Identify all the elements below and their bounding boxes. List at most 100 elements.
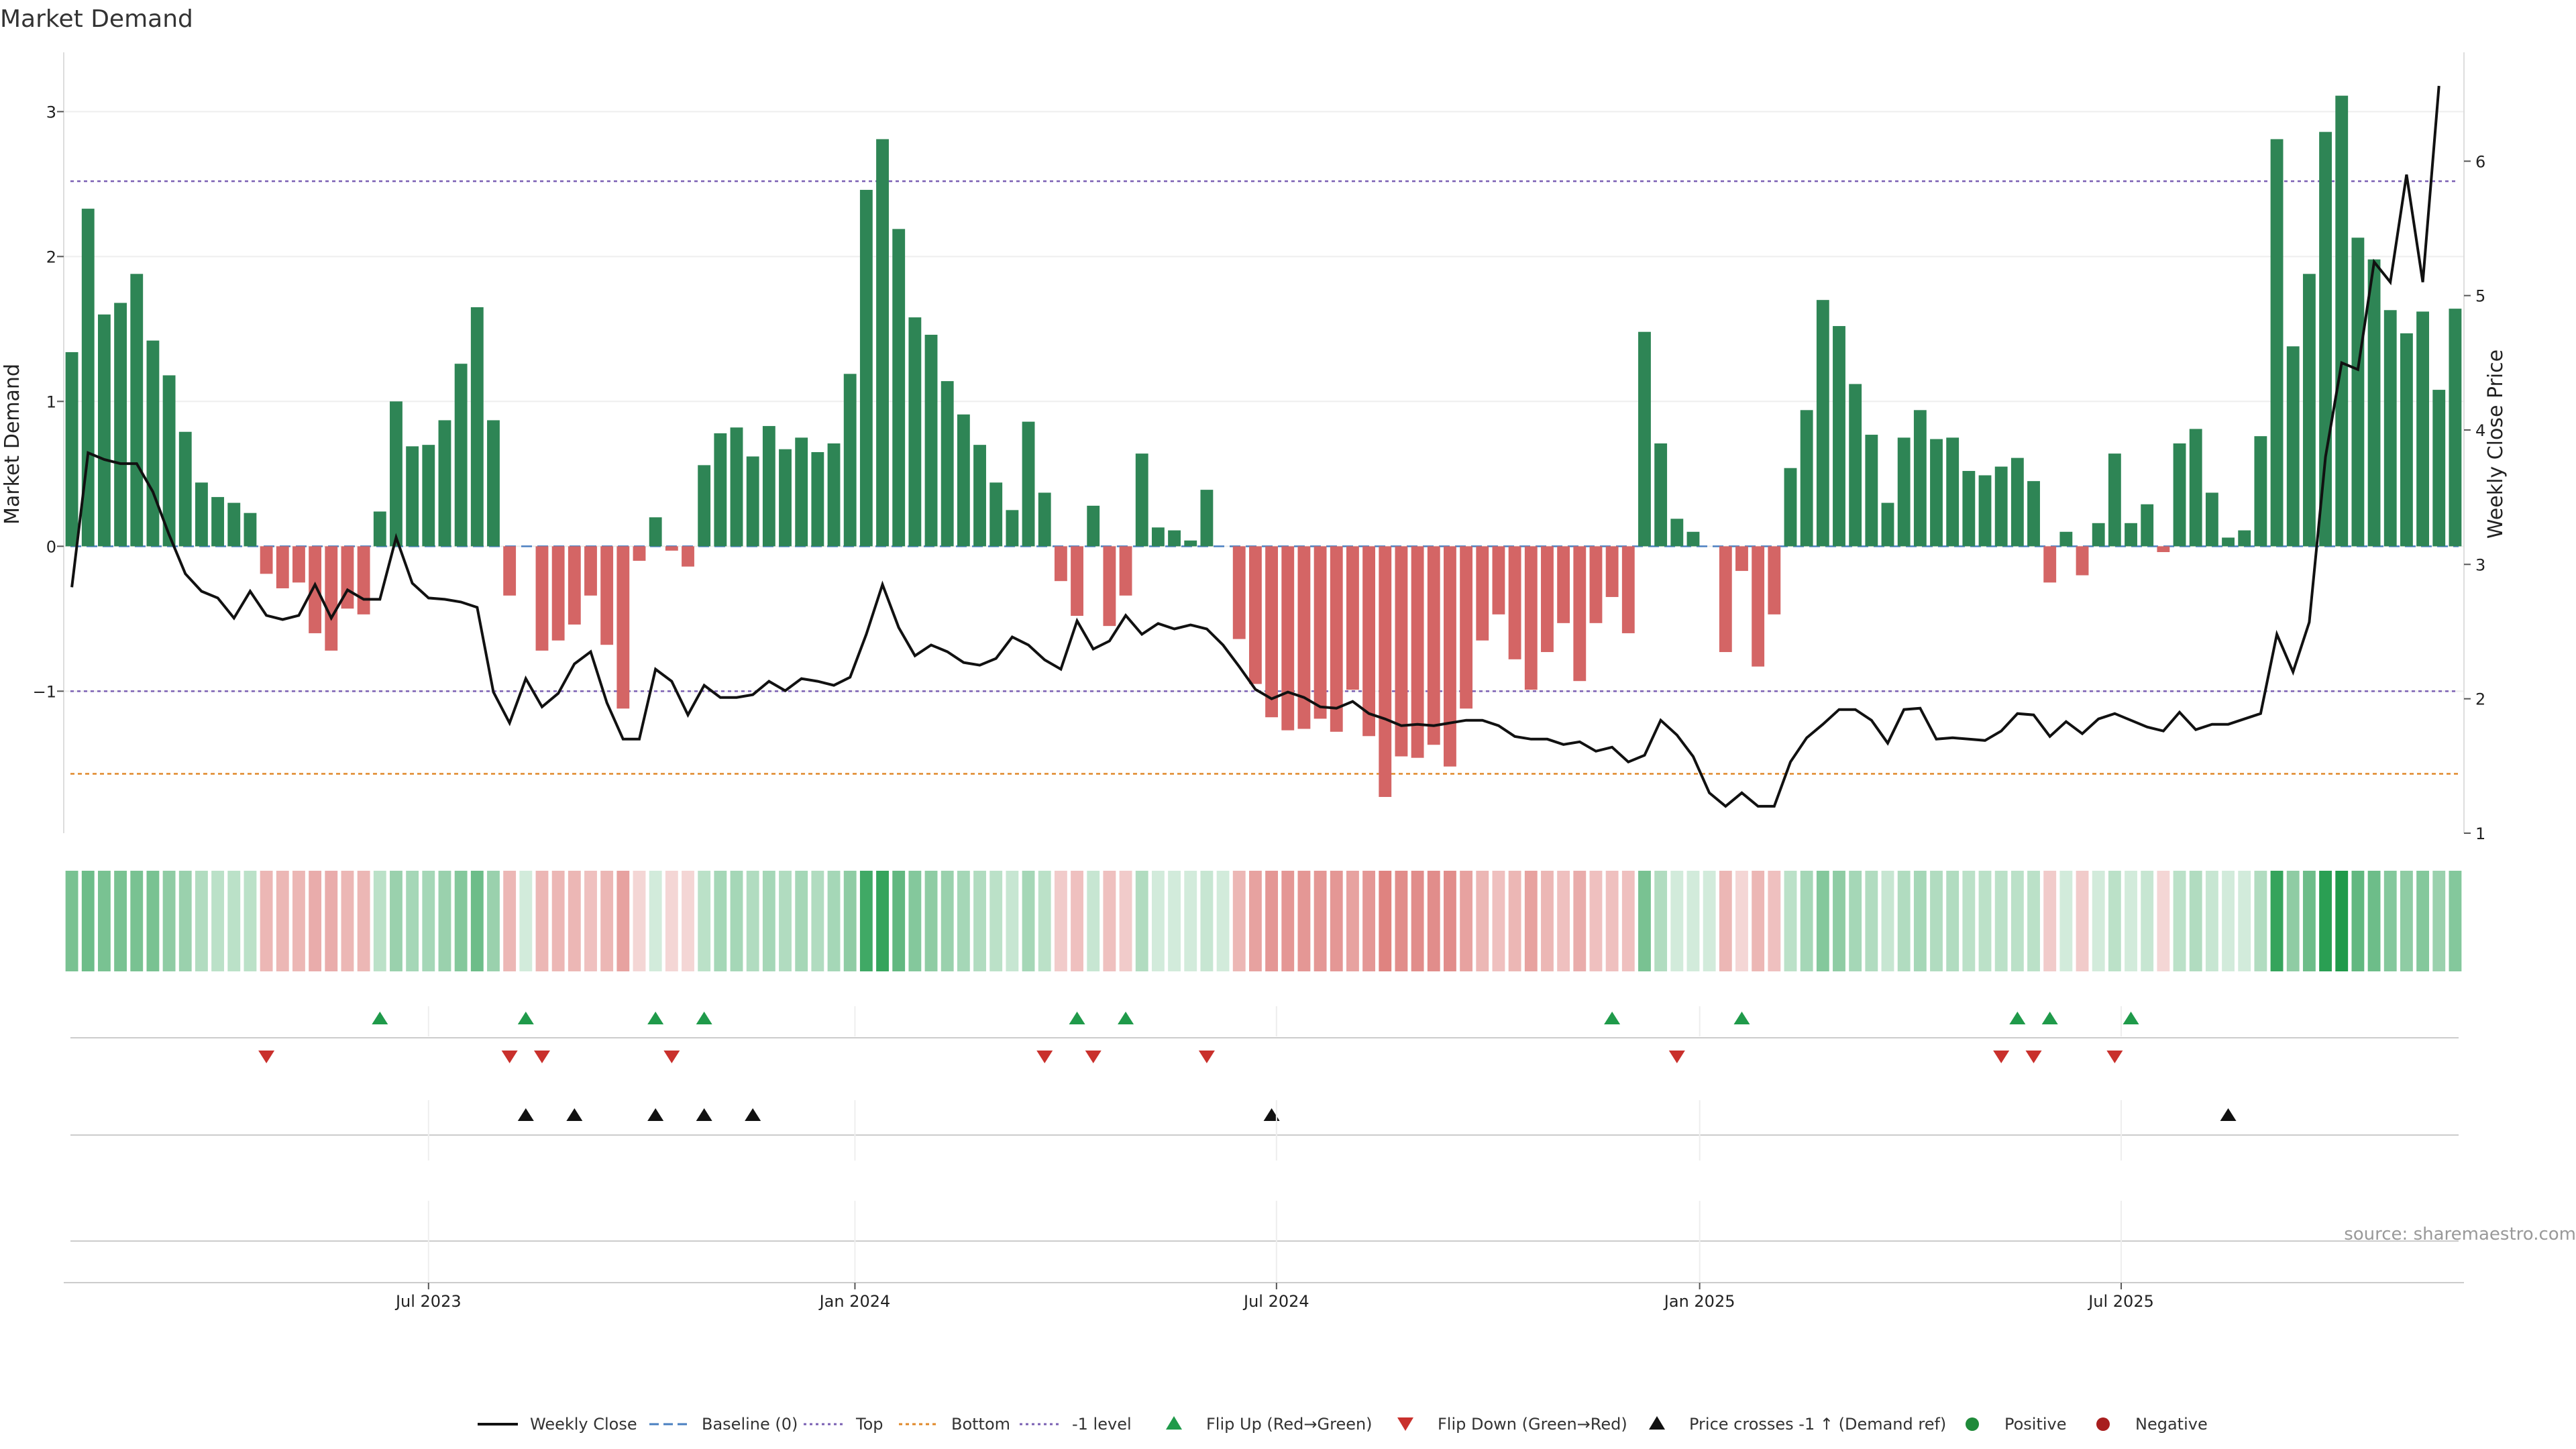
positive-bar (1849, 384, 1862, 547)
strip-cell (146, 871, 160, 971)
strip-cell (1962, 871, 1976, 971)
strip-cell (1930, 871, 1943, 971)
positive-bar (1978, 475, 1992, 547)
strip-cell (65, 871, 78, 971)
positive-bar (2027, 481, 2040, 547)
negative-bar (2157, 546, 2170, 552)
price-cross-marker (2220, 1108, 2237, 1121)
negative-bar (292, 546, 305, 583)
positive-bar (1135, 453, 1148, 547)
flip-down-marker (1085, 1051, 1102, 1063)
weekly-close-line (70, 85, 2440, 808)
strip-cell (2416, 871, 2430, 971)
legend-label: Weekly Close (530, 1415, 637, 1434)
demand-bars (65, 95, 2462, 798)
positive-bar (843, 374, 857, 547)
positive-bar (422, 445, 435, 547)
positive-bar (2400, 333, 2413, 547)
strip-cell (81, 871, 95, 971)
positive-bar (2141, 504, 2154, 547)
negative-bar (1605, 546, 1619, 597)
positive-bar (406, 446, 419, 547)
strip-cell (1719, 871, 1732, 971)
positive-bar (1151, 527, 1165, 547)
negative-bar (2076, 546, 2089, 576)
strip-cell (859, 871, 873, 971)
source-note: source: sharemaestro.com (2344, 1224, 2576, 1244)
legend-swatch-flip-down (1397, 1417, 1413, 1431)
strip-cell (682, 871, 694, 971)
positive-bar (2302, 274, 2316, 547)
negative-bar (1265, 546, 1279, 718)
price-cross-marker (745, 1108, 761, 1121)
negative-bar (276, 546, 289, 588)
positive-bar (2173, 443, 2186, 547)
positive-bar (2108, 453, 2121, 547)
negative-bar (1589, 546, 1603, 623)
y-right-tick-label: 2 (2475, 690, 2485, 709)
strip-cell (535, 871, 549, 971)
strip-cell (1703, 871, 1716, 971)
strip-cell (1038, 871, 1051, 971)
strip-cell (1265, 871, 1279, 971)
legend-label: Top (855, 1415, 883, 1434)
positive-bar (178, 431, 192, 547)
strip-cell (1784, 871, 1797, 971)
positive-bar (649, 517, 662, 547)
positive-bar (146, 340, 160, 547)
negative-bar (1460, 546, 1473, 709)
strip-cell (1313, 871, 1327, 971)
strip-cell (2270, 871, 2284, 971)
strip-cell (973, 871, 986, 971)
strip-cell (989, 871, 1003, 971)
positive-bar (746, 456, 759, 547)
x-tick-label: Jul 2023 (394, 1292, 462, 1311)
positive-bar (1930, 439, 1943, 547)
strip-cell (503, 871, 517, 971)
legend-label: Flip Up (Red→Green) (1206, 1415, 1373, 1434)
positive-bar (957, 414, 970, 547)
gridlines (64, 111, 2463, 692)
negative-bar (665, 546, 678, 551)
demand-strip (65, 871, 2462, 971)
strip-cell (1524, 871, 1538, 971)
negative-bar (1621, 546, 1635, 633)
positive-bar (1686, 531, 1700, 547)
positive-bar (1913, 410, 1927, 547)
flip-down-marker (1036, 1051, 1053, 1063)
strip-cell (1994, 871, 2008, 971)
flip-down-marker (258, 1051, 275, 1063)
positive-bar (2383, 310, 2397, 547)
legend: Weekly Close Baseline (0) Top Bottom -1 leve… (478, 1415, 2208, 1434)
strip-cell (1216, 871, 1230, 971)
strip-cell (1849, 871, 1862, 971)
negative-bar (535, 546, 549, 651)
y-axis-label: Market Demand (1, 364, 24, 525)
strip-cell (730, 871, 743, 971)
positive-bar (714, 433, 727, 547)
strip-cell (2157, 871, 2170, 971)
legend-label: -1 level (1072, 1415, 1132, 1434)
chart-title: Market Demand (0, 5, 193, 33)
strip-cell (1184, 871, 1197, 971)
strip-cell (1427, 871, 1440, 971)
negative-bar (503, 546, 517, 596)
legend-label: Price crosses -1 ↑ (Demand ref) (1689, 1415, 1946, 1434)
strip-cell (746, 871, 759, 971)
negative-bar (1119, 546, 1132, 596)
negative-bar (1541, 546, 1554, 653)
negative-bar (600, 546, 614, 645)
positive-bar (1946, 437, 1960, 547)
positive-bar (908, 317, 922, 547)
positive-bar (195, 482, 208, 547)
strip-cell (1006, 871, 1019, 971)
positive-bar (1038, 492, 1051, 547)
strip-cell (2059, 871, 2073, 971)
strip-cell (373, 871, 386, 971)
strip-cell (2189, 871, 2202, 971)
positive-bar (2254, 436, 2267, 547)
y-right-tick-label: 6 (2475, 152, 2485, 171)
flip-down-marker (1993, 1051, 2010, 1063)
negative-bar (633, 546, 646, 561)
strip-cell (276, 871, 289, 971)
